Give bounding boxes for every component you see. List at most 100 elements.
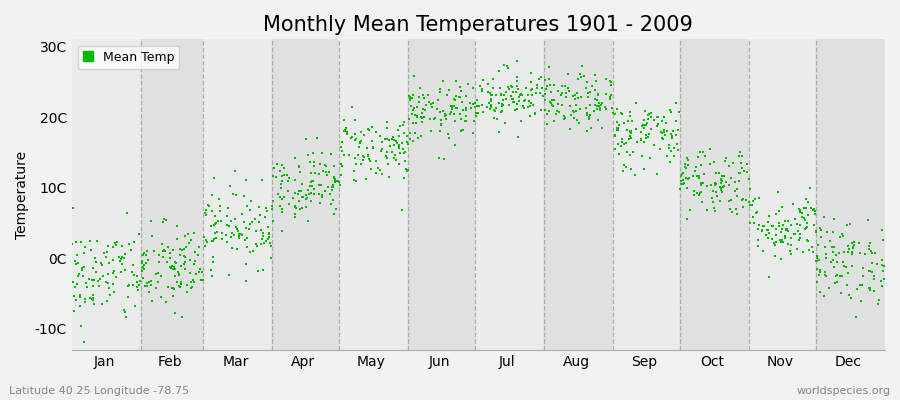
Point	[413, 85, 428, 91]
Point	[331, 178, 346, 184]
Point	[76, 266, 90, 273]
Point	[614, 143, 628, 150]
Point	[73, 292, 87, 298]
Point	[107, 268, 122, 274]
Point	[403, 94, 418, 101]
Point	[385, 149, 400, 155]
Point	[806, 207, 820, 213]
Point	[875, 261, 889, 268]
Point	[834, 289, 849, 296]
Point	[74, 323, 88, 329]
Point	[714, 180, 728, 186]
Point	[209, 220, 223, 226]
Point	[867, 276, 881, 282]
Point	[788, 230, 802, 237]
Text: worldspecies.org: worldspecies.org	[796, 386, 891, 396]
Point	[623, 133, 637, 140]
Point	[734, 153, 749, 159]
Point	[474, 102, 489, 108]
Point	[238, 236, 252, 243]
Point	[139, 252, 153, 258]
Point	[391, 140, 405, 147]
Point	[184, 278, 199, 285]
Title: Monthly Mean Temperatures 1901 - 2009: Monthly Mean Temperatures 1901 - 2009	[264, 15, 693, 35]
Point	[325, 184, 339, 190]
Point	[497, 92, 511, 98]
Point	[590, 102, 605, 109]
Point	[809, 258, 824, 264]
Point	[626, 149, 640, 155]
Point	[496, 97, 510, 103]
Point	[77, 264, 92, 271]
Point	[487, 115, 501, 122]
Point	[306, 178, 320, 185]
Point	[700, 183, 715, 189]
Bar	[749, 39, 816, 350]
Point	[352, 139, 366, 146]
Point	[644, 126, 658, 132]
Point	[101, 243, 115, 249]
Point	[337, 152, 351, 158]
Point	[424, 128, 438, 134]
Point	[446, 95, 461, 102]
Point	[535, 85, 549, 91]
Point	[688, 168, 702, 174]
Point	[862, 285, 877, 292]
Point	[638, 107, 652, 114]
Point	[363, 158, 377, 164]
Point	[551, 101, 565, 107]
Point	[610, 127, 625, 133]
Point	[686, 173, 700, 180]
Point	[131, 287, 146, 293]
Point	[185, 276, 200, 283]
Point	[644, 110, 658, 116]
Point	[565, 108, 580, 114]
Point	[187, 261, 202, 267]
Point	[590, 91, 605, 97]
Point	[619, 127, 634, 134]
Point	[455, 107, 470, 113]
Point	[87, 277, 102, 283]
Point	[862, 243, 877, 249]
Point	[474, 87, 489, 93]
Point	[765, 236, 779, 242]
Point	[177, 259, 192, 265]
Point	[313, 200, 328, 206]
Point	[304, 170, 319, 177]
Point	[617, 162, 632, 168]
Point	[504, 93, 518, 99]
Point	[594, 102, 608, 108]
Point	[264, 255, 278, 262]
Point	[618, 164, 633, 170]
Point	[706, 187, 720, 194]
Point	[396, 146, 410, 152]
Point	[867, 288, 881, 294]
Point	[780, 226, 795, 232]
Point	[831, 259, 845, 265]
Point	[824, 238, 838, 244]
Point	[266, 198, 280, 204]
Point	[845, 240, 859, 246]
Point	[149, 284, 164, 291]
Point	[406, 92, 420, 98]
Point	[641, 112, 655, 118]
Point	[783, 222, 797, 228]
Point	[70, 260, 85, 266]
Point	[863, 287, 878, 293]
Point	[305, 183, 320, 189]
Point	[734, 170, 748, 176]
Point	[562, 103, 577, 109]
Point	[616, 136, 630, 142]
Point	[73, 294, 87, 301]
Point	[544, 100, 558, 106]
Point	[471, 110, 485, 116]
Point	[877, 276, 891, 283]
Point	[264, 242, 278, 249]
Point	[159, 258, 174, 265]
Point	[295, 180, 310, 187]
Point	[512, 92, 526, 98]
Point	[554, 83, 569, 90]
Point	[636, 125, 651, 132]
Point	[466, 85, 481, 92]
Point	[184, 270, 198, 277]
